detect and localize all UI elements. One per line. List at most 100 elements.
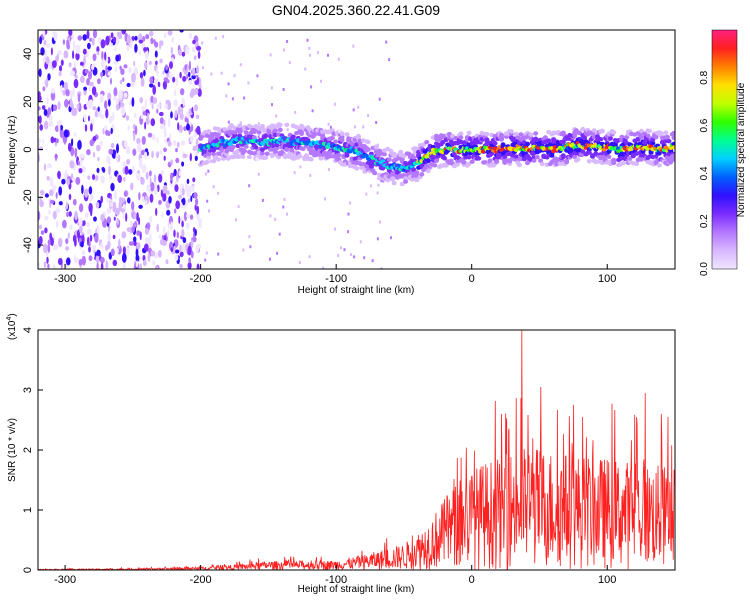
noise-cell — [136, 230, 141, 236]
noise-cell — [256, 74, 259, 78]
noise-cell — [274, 217, 277, 221]
colorbar-tick-label: 0.6 — [699, 118, 710, 132]
noise-cell — [165, 64, 169, 71]
signal-cell — [539, 161, 545, 167]
noise-cell — [53, 31, 58, 42]
signal-cell — [663, 130, 669, 135]
noise-cell — [276, 251, 279, 255]
noise-cell — [120, 106, 126, 116]
noise-cell — [174, 109, 178, 119]
signal-cell — [284, 147, 290, 152]
noise-cell — [359, 240, 362, 244]
noise-cell — [160, 238, 164, 246]
noise-cell — [83, 113, 87, 122]
noise-cell — [190, 250, 194, 259]
noise-cell — [52, 184, 56, 192]
noise-cell — [89, 196, 93, 202]
snr-y-ticks: 0 1 2 3 4 — [22, 327, 43, 573]
noise-cell — [136, 212, 139, 222]
signal-cell — [443, 163, 449, 168]
noise-cell — [96, 249, 101, 257]
noise-cell — [91, 174, 96, 180]
noise-cell — [63, 50, 69, 59]
noise-cell — [91, 64, 95, 71]
signal-cell — [299, 129, 304, 135]
signal-cell — [365, 147, 371, 152]
noise-cell — [50, 88, 56, 94]
noise-cell — [92, 245, 97, 250]
noise-cell — [93, 216, 97, 222]
noise-cell — [155, 151, 160, 159]
noise-cell — [121, 252, 127, 263]
noise-cell — [347, 212, 350, 216]
signal-cell — [598, 137, 604, 142]
noise-cell — [133, 131, 136, 142]
noise-cell — [181, 188, 185, 196]
noise-cell — [67, 142, 72, 152]
signal-cell — [372, 170, 378, 176]
signal-cell — [204, 159, 210, 165]
noise-cell — [110, 248, 115, 257]
noise-cell — [57, 119, 62, 126]
noise-cell — [74, 147, 78, 158]
signal-cell — [653, 154, 659, 159]
noise-cell — [163, 155, 166, 161]
colorbar-label: Normalized spectral amplitude — [736, 82, 747, 217]
noise-cell — [55, 138, 59, 144]
noise-cell — [156, 223, 159, 233]
noise-cell — [195, 114, 200, 120]
noise-cell — [127, 125, 130, 131]
noise-cell — [38, 68, 42, 77]
noise-cell — [175, 147, 178, 153]
noise-cell — [101, 59, 105, 68]
signal-cell — [586, 150, 592, 155]
noise-cell — [114, 66, 118, 73]
signal-cell — [476, 156, 482, 161]
noise-cell — [190, 135, 194, 143]
noise-cell — [65, 238, 69, 245]
noise-cell — [88, 240, 91, 247]
noise-cell — [66, 211, 69, 217]
noise-cell — [131, 201, 135, 211]
signal-cell — [391, 151, 397, 157]
noise-cell — [288, 61, 291, 65]
signal-cell — [399, 181, 405, 187]
noise-cell — [88, 84, 91, 92]
x-tick-label: 100 — [598, 574, 616, 586]
noise-cell — [261, 198, 264, 202]
noise-cell — [152, 84, 156, 95]
noise-cell — [362, 125, 365, 129]
noise-cell — [38, 106, 41, 111]
noise-cell — [275, 114, 278, 118]
noise-cell — [112, 259, 118, 267]
y-tick-label: 0 — [22, 567, 34, 573]
y-tick-label: -40 — [22, 237, 34, 253]
noise-cell — [231, 97, 234, 101]
noise-cell — [59, 128, 64, 139]
noise-cell — [194, 104, 198, 112]
noise-cell — [69, 160, 75, 169]
noise-cell — [138, 39, 143, 44]
signal-cell — [229, 123, 234, 128]
snr-panel: -300 -200 -100 0 100 0 1 2 3 4 Height of straigh… — [6, 313, 676, 595]
signal-cell — [206, 152, 212, 157]
noise-cell — [38, 142, 41, 147]
noise-cell — [96, 51, 100, 56]
noise-cell — [89, 37, 92, 42]
noise-cell — [50, 237, 54, 247]
signal-cell — [575, 157, 581, 162]
signal-cell — [671, 141, 675, 147]
noise-cell — [157, 184, 160, 192]
noise-cell — [118, 238, 121, 249]
noise-cell — [190, 195, 193, 202]
signal-cell — [211, 151, 217, 157]
signal-cell — [297, 153, 303, 159]
noise-cell — [133, 212, 137, 220]
noise-cell — [136, 172, 141, 181]
noise-cell — [42, 138, 45, 144]
noise-cell — [62, 39, 66, 45]
signal-cell — [635, 137, 641, 142]
signal-cell — [608, 136, 613, 141]
noise-cell — [71, 109, 77, 116]
noise-cell — [127, 197, 131, 204]
